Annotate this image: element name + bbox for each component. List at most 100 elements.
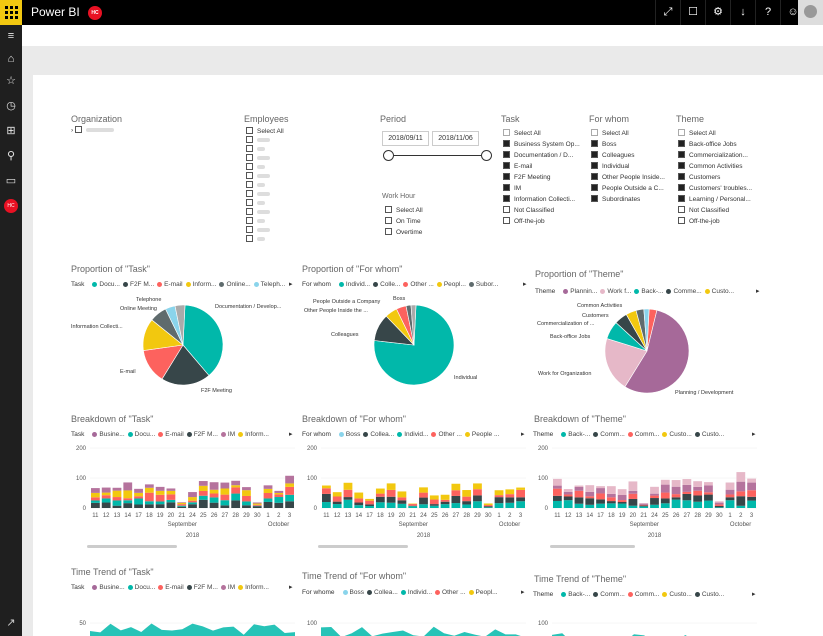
pie-task-slice[interactable]: [182, 304, 224, 376]
legend-next-icon[interactable]: ▸: [752, 591, 756, 598]
breakdown-theme-bar[interactable]: [606, 493, 616, 498]
theme-slicer-item[interactable]: Learning / Personal...: [678, 194, 751, 205]
breakdown-theme-bar[interactable]: [563, 500, 573, 508]
breakdown-task-bar[interactable]: [144, 484, 154, 488]
breakdown-for-whom-bar[interactable]: [343, 497, 353, 500]
breakdown-task-bar[interactable]: [231, 500, 241, 508]
workspace-logo[interactable]: HC: [4, 199, 18, 213]
breakdown-task-bar[interactable]: [231, 485, 241, 488]
theme-slicer-item[interactable]: Off-the-job: [678, 216, 720, 227]
breakdown-theme-bar[interactable]: [639, 503, 649, 505]
breakdown-theme-bar[interactable]: [660, 484, 670, 493]
employee-item[interactable]: [246, 207, 270, 218]
task-slicer-item[interactable]: Off-the-job: [503, 216, 545, 227]
theme-slicer-item[interactable]: Select All: [678, 128, 716, 139]
employee-item[interactable]: [246, 216, 265, 227]
legend-item[interactable]: E-mail: [154, 281, 183, 288]
apps-icon[interactable]: ⊞: [6, 125, 16, 137]
trend-for-whom-area[interactable]: [321, 626, 526, 636]
breakdown-for-whom-scrollbar[interactable]: [318, 545, 408, 548]
theme-slicer-item[interactable]: Not Classified: [678, 205, 729, 216]
for-whom-slicer-item[interactable]: Other People Inside...: [591, 172, 665, 183]
breakdown-for-whom-bar[interactable]: [494, 503, 504, 508]
legend-item[interactable]: Docu...: [125, 584, 155, 591]
checkbox[interactable]: [591, 150, 598, 158]
help-icon[interactable]: ?: [755, 0, 780, 25]
breakdown-theme-bar[interactable]: [553, 495, 562, 501]
work-hour-item[interactable]: Overtime: [385, 227, 422, 238]
breakdown-theme-bar[interactable]: [596, 493, 605, 500]
legend-next-icon[interactable]: ▸: [289, 281, 293, 288]
breakdown-task-bar[interactable]: [123, 490, 133, 499]
task-slicer-item[interactable]: IM: [503, 183, 521, 194]
home-icon[interactable]: ⌂: [7, 53, 15, 65]
breakdown-for-whom-bar[interactable]: [451, 483, 461, 491]
checkbox[interactable]: [503, 128, 510, 136]
breakdown-theme-bar[interactable]: [725, 482, 735, 490]
employee-item[interactable]: [246, 180, 265, 191]
breakdown-theme-bar[interactable]: [617, 503, 627, 508]
checkbox[interactable]: [678, 194, 685, 202]
legend-item[interactable]: Other ...: [428, 431, 462, 438]
for-whom-slicer-item[interactable]: Colleagues: [591, 150, 635, 161]
breakdown-for-whom-bar[interactable]: [462, 501, 472, 505]
breakdown-for-whom-bar[interactable]: [354, 498, 364, 503]
breakdown-for-whom-bar[interactable]: [462, 504, 472, 508]
breakdown-theme-bar[interactable]: [650, 498, 659, 505]
breakdown-theme-bar[interactable]: [693, 486, 703, 491]
legend-item[interactable]: Custo...: [659, 591, 692, 598]
breakdown-for-whom-bar[interactable]: [419, 492, 428, 498]
breakdown-for-whom-bar[interactable]: [365, 506, 374, 508]
breakdown-task-bar[interactable]: [252, 504, 262, 506]
legend-item[interactable]: Peopl...: [466, 589, 498, 596]
checkbox[interactable]: [503, 172, 510, 180]
breakdown-theme-bar[interactable]: [747, 490, 756, 497]
breakdown-task-bar[interactable]: [112, 490, 122, 498]
breakdown-task-bar[interactable]: [101, 487, 111, 493]
breakdown-task-bar[interactable]: [101, 495, 111, 499]
breakdown-task-bar[interactable]: [144, 492, 154, 502]
breakdown-for-whom-bar[interactable]: [386, 483, 396, 490]
breakdown-theme-bar[interactable]: [704, 485, 713, 493]
checkbox[interactable]: [591, 128, 598, 136]
breakdown-task-scrollbar[interactable]: [87, 545, 177, 548]
breakdown-task-bar[interactable]: [263, 498, 273, 502]
breakdown-task-bar[interactable]: [166, 499, 176, 503]
breakdown-theme-bar[interactable]: [553, 500, 562, 508]
breakdown-theme-bar[interactable]: [660, 498, 670, 504]
breakdown-for-whom-bar[interactable]: [483, 507, 493, 508]
breakdown-task-bar[interactable]: [242, 487, 251, 491]
breakdown-for-whom-bar[interactable]: [365, 498, 374, 501]
breakdown-for-whom-bar[interactable]: [419, 487, 428, 493]
theme-slicer-item[interactable]: Commercialization...: [678, 150, 748, 161]
breakdown-task-bar[interactable]: [252, 506, 262, 508]
checkbox[interactable]: [246, 216, 253, 224]
breakdown-theme-bar[interactable]: [693, 481, 703, 487]
breakdown-task-bar[interactable]: [285, 483, 294, 487]
checkbox[interactable]: [591, 161, 598, 169]
breakdown-task-bar[interactable]: [285, 475, 294, 484]
pie-theme-slice[interactable]: [604, 338, 648, 388]
breakdown-for-whom-bar[interactable]: [375, 502, 385, 508]
breakdown-theme-bar[interactable]: [574, 485, 584, 488]
breakdown-for-whom-bar[interactable]: [473, 483, 482, 490]
breakdown-task-bar[interactable]: [198, 499, 208, 508]
breakdown-task-bar[interactable]: [220, 488, 230, 495]
breakdown-task-bar[interactable]: [220, 505, 230, 508]
breakdown-for-whom-bar[interactable]: [462, 496, 472, 502]
breakdown-for-whom-bar[interactable]: [386, 489, 396, 497]
breakdown-theme-bar[interactable]: [574, 497, 584, 504]
breakdown-task-bar[interactable]: [144, 487, 154, 493]
breakdown-theme-bar[interactable]: [671, 499, 681, 508]
breakdown-task-bar[interactable]: [123, 503, 133, 508]
breakdown-task-bar[interactable]: [91, 488, 100, 493]
checkbox[interactable]: [246, 234, 253, 242]
breakdown-theme-bar[interactable]: [747, 496, 756, 501]
task-slicer-item[interactable]: F2F Meeting: [503, 172, 551, 183]
breakdown-task-bar[interactable]: [274, 497, 284, 503]
breakdown-task-bar[interactable]: [101, 498, 111, 503]
breakdown-for-whom-bar[interactable]: [322, 485, 331, 489]
breakdown-task-bar[interactable]: [155, 504, 165, 508]
breakdown-task-bar[interactable]: [285, 494, 294, 502]
legend-item[interactable]: Collea...: [364, 589, 398, 596]
